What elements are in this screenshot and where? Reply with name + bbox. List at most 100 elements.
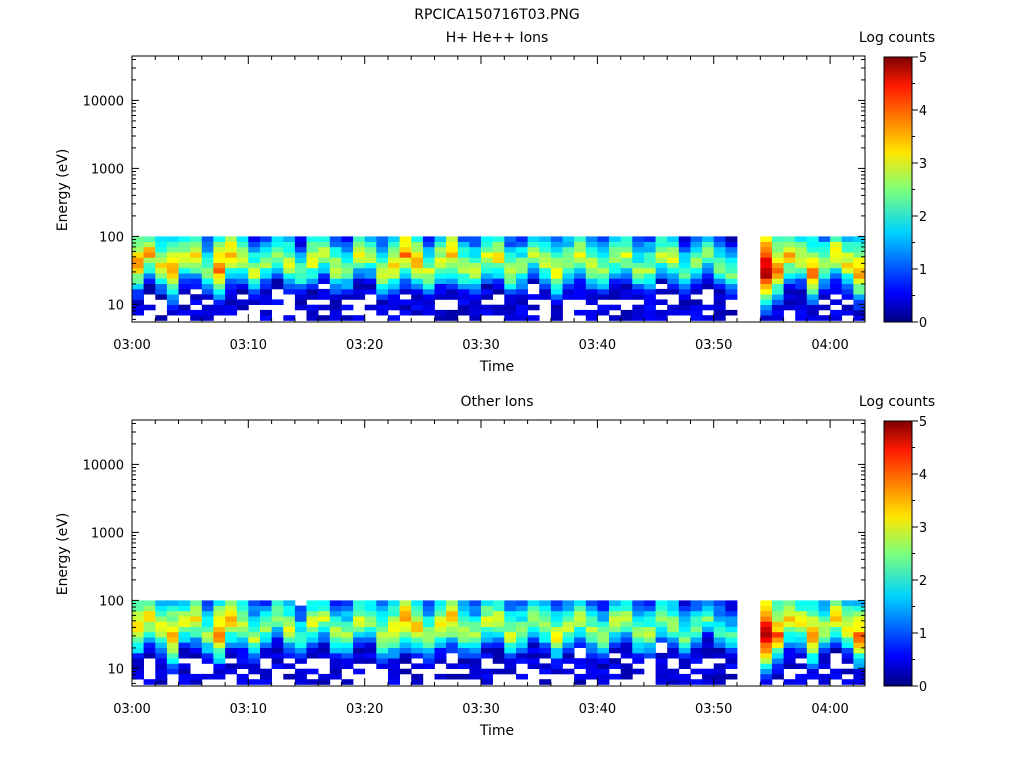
heatmap-cell (166, 246, 179, 253)
heatmap-cell (678, 278, 691, 284)
heatmap-cell (446, 257, 459, 263)
heatmap-cell (806, 605, 819, 612)
heatmap-cell (504, 288, 517, 295)
heatmap-cell (143, 679, 156, 685)
heatmap-cell (527, 262, 540, 269)
heatmap-cell (690, 679, 703, 685)
heatmap-cell (562, 637, 575, 643)
heatmap-cell (713, 267, 726, 274)
heatmap-cell (434, 315, 447, 321)
heatmap-cell (853, 309, 866, 316)
heatmap-cell (771, 610, 784, 617)
heatmap-cell (364, 267, 377, 274)
heatmap-cell (166, 236, 179, 242)
heatmap-cell (283, 236, 296, 242)
heatmap-cell (155, 658, 168, 664)
heatmap-cell (236, 600, 249, 606)
heatmap-cell (562, 647, 575, 654)
heatmap-cell (329, 647, 342, 654)
heatmap-cell (132, 309, 144, 316)
heatmap-cell (504, 294, 517, 300)
heatmap-cell (702, 262, 715, 269)
heatmap-cell (597, 273, 610, 279)
heatmap-cell (678, 283, 691, 290)
heatmap-cell (283, 283, 296, 290)
heatmap-cell (841, 257, 854, 263)
heatmap-cell (213, 304, 226, 311)
heatmap-cell (760, 621, 773, 627)
heatmap-cell (422, 246, 435, 253)
heatmap-cell (353, 267, 366, 274)
heatmap-cell (143, 621, 156, 627)
colorbar-tick-label: 1 (919, 263, 927, 278)
heatmap-cell (806, 257, 819, 263)
heatmap-cell (306, 605, 319, 612)
heatmap-cell (655, 315, 668, 321)
heatmap-cell (201, 658, 214, 664)
heatmap-cell (550, 605, 563, 612)
heatmap-cell (504, 315, 517, 321)
heatmap-cell (632, 658, 645, 664)
colorbar-tick-label: 3 (919, 157, 927, 172)
heatmap-cell (376, 304, 389, 311)
heatmap-cell (678, 663, 691, 669)
heatmap-cell (643, 600, 656, 606)
heatmap-cell (690, 631, 703, 638)
heatmap-cell (643, 652, 656, 659)
heatmap-cell (574, 663, 587, 669)
heatmap-cell (527, 647, 540, 654)
heatmap-cell (841, 262, 854, 269)
heatmap-cell (294, 673, 307, 680)
heatmap-cell (341, 236, 354, 242)
heatmap-cell (678, 267, 691, 274)
heatmap-cell (329, 663, 342, 669)
heatmap-cell (457, 616, 470, 622)
heatmap-cell (632, 626, 645, 633)
heatmap-cell (841, 621, 854, 627)
heatmap-cell (201, 278, 214, 284)
heatmap-cell (690, 257, 703, 263)
heatmap-cell (318, 315, 331, 321)
heatmap-cell (597, 621, 610, 627)
heatmap-cell (132, 673, 144, 680)
heatmap-cell (562, 658, 575, 664)
heatmap-cell (446, 252, 459, 258)
heatmap-cell (667, 252, 680, 258)
heatmap-cell (260, 288, 272, 295)
heatmap-cell (806, 631, 819, 638)
heatmap-cell (678, 631, 691, 638)
heatmap-cell (446, 621, 459, 627)
heatmap-cell (399, 616, 412, 622)
heatmap-cell (690, 246, 703, 253)
heatmap-cell (306, 610, 319, 617)
heatmap-cell (166, 616, 179, 622)
heatmap-cell (818, 642, 831, 648)
heatmap-cell (574, 294, 587, 300)
heatmap-cell (155, 652, 168, 659)
heatmap-cell (411, 621, 424, 627)
heatmap-cell (318, 241, 331, 248)
heatmap-cell (260, 621, 272, 627)
heatmap-cell (841, 600, 854, 606)
heatmap-cell (620, 267, 633, 274)
heatmap-cell (853, 626, 866, 633)
heatmap-cell (795, 246, 808, 253)
heatmap-cell (481, 642, 493, 648)
heatmap-cell (190, 631, 203, 638)
heatmap-cell (166, 294, 179, 300)
heatmap-cell (376, 663, 389, 669)
heatmap-cell (585, 600, 598, 606)
heatmap-cell (795, 600, 808, 606)
heatmap-cell (760, 610, 773, 617)
heatmap-cell (481, 241, 493, 248)
heatmap-cell (585, 262, 598, 269)
heatmap-cell (166, 647, 179, 654)
heatmap-cell (702, 304, 715, 311)
heatmap-cell (783, 299, 796, 305)
heatmap-cell (643, 605, 656, 612)
y-tick-label: 100 (99, 594, 124, 609)
heatmap-cell (527, 304, 540, 311)
heatmap-cell (771, 283, 784, 290)
heatmap-cell (841, 626, 854, 633)
